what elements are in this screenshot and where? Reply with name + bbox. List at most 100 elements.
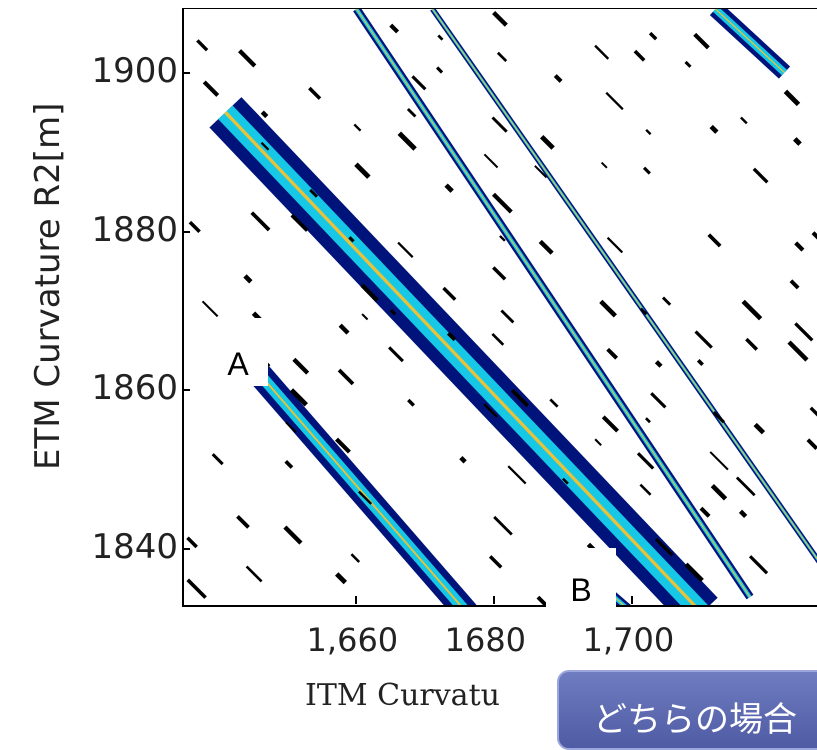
- speckle: [594, 438, 602, 446]
- speckle: [238, 49, 257, 68]
- speckle: [536, 595, 549, 605]
- speckle: [488, 555, 503, 569]
- speckle: [444, 183, 454, 193]
- annotation-a: A: [208, 318, 268, 386]
- speckle: [243, 274, 253, 284]
- speckle: [285, 421, 297, 433]
- speckle: [539, 134, 555, 150]
- band-inner-2: [356, 9, 751, 598]
- x-axis-label: ITM Curvatu: [305, 678, 500, 713]
- speckle: [389, 308, 397, 316]
- speckle: [684, 60, 692, 68]
- speckle: [389, 23, 400, 34]
- y-tick-label: 1900: [91, 50, 178, 91]
- speckle: [712, 411, 726, 424]
- speckle: [353, 123, 362, 132]
- band-inner-0: [224, 111, 697, 605]
- speckle: [710, 483, 728, 501]
- speckle: [741, 299, 763, 321]
- speckle: [260, 141, 270, 151]
- speckle: [636, 452, 655, 470]
- speckle: [284, 460, 294, 469]
- speckle: [354, 162, 371, 179]
- speckle: [594, 44, 610, 60]
- speckle: [693, 32, 710, 50]
- speckle: [350, 553, 361, 563]
- speckle: [789, 279, 800, 290]
- speckle: [437, 34, 444, 41]
- speckle: [483, 153, 499, 169]
- speckle: [783, 89, 801, 107]
- x-tick-label: 1,700: [582, 621, 675, 659]
- speckle: [694, 330, 713, 349]
- y-tick-label: 1840: [91, 527, 178, 568]
- speckle: [707, 233, 722, 248]
- speckle: [606, 347, 619, 360]
- speckle: [748, 555, 769, 575]
- speckle: [196, 39, 209, 52]
- speckle: [601, 415, 620, 433]
- speckle: [186, 578, 207, 599]
- speckle: [648, 31, 658, 41]
- speckle: [483, 403, 498, 418]
- speckle: [397, 241, 414, 259]
- speckle: [553, 74, 563, 83]
- speckle: [709, 124, 719, 134]
- speckle: [605, 91, 624, 111]
- speckle: [753, 422, 766, 435]
- speckle: [644, 417, 651, 424]
- speckle: [188, 220, 201, 234]
- speckle: [491, 116, 508, 133]
- y-tick-label: 1860: [91, 368, 178, 409]
- speckle: [600, 161, 608, 169]
- speckle: [599, 299, 617, 318]
- speckle: [709, 451, 729, 471]
- speckle: [696, 359, 704, 367]
- speckle: [202, 80, 220, 97]
- speckle: [361, 313, 369, 321]
- speckle: [534, 165, 548, 179]
- y-tick-label: 1880: [91, 209, 178, 250]
- speckle: [338, 323, 350, 335]
- speckle: [806, 438, 817, 450]
- speckle: [639, 483, 652, 496]
- y-axis-label-wrap: ETM Curvature R2[m]: [20, 40, 68, 580]
- speckle: [500, 309, 515, 324]
- speckle: [492, 266, 507, 281]
- speckle: [250, 211, 271, 232]
- x-tick-label: 1680: [444, 621, 527, 659]
- speckle: [510, 388, 530, 408]
- speckle: [735, 476, 756, 497]
- x-tick-label: 1,660: [306, 621, 399, 659]
- speckle: [406, 107, 417, 118]
- speckle: [446, 331, 457, 342]
- speckle: [794, 241, 805, 252]
- annotation-b: B: [546, 548, 616, 608]
- speckle: [809, 406, 817, 417]
- speckle: [661, 296, 672, 306]
- speckle: [442, 286, 457, 301]
- speckle: [459, 456, 467, 464]
- speckle: [334, 572, 348, 585]
- x-tick-mark: [630, 596, 633, 604]
- speckle: [283, 525, 303, 545]
- speckle: [236, 514, 250, 529]
- speckle: [654, 360, 663, 368]
- speckle: [496, 51, 508, 63]
- speckle: [335, 437, 351, 454]
- speckle: [292, 357, 310, 375]
- speckle: [752, 167, 769, 184]
- speckle: [538, 239, 554, 255]
- band-inner-1: [259, 373, 462, 605]
- speckle: [358, 490, 373, 505]
- x-tick-mark: [354, 596, 357, 604]
- band-outer-3: [430, 9, 817, 564]
- speckle: [793, 137, 802, 146]
- speckle: [794, 322, 814, 342]
- speckle: [654, 537, 674, 557]
- speckle: [348, 236, 355, 243]
- speckle: [507, 465, 527, 485]
- speckle: [699, 506, 711, 518]
- band-inner-3: [432, 9, 817, 560]
- speckle: [411, 75, 427, 91]
